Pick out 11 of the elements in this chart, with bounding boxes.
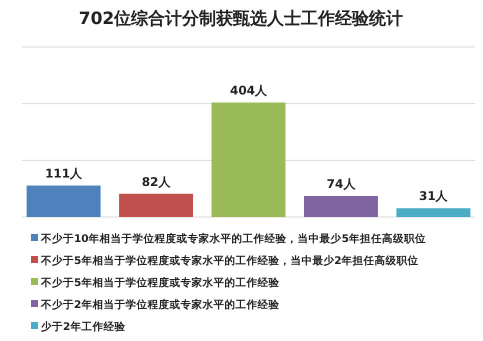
data-label: 82人: [142, 174, 172, 189]
chart-title: 702位综合计分制获甄选人士工作经验统计: [78, 9, 404, 29]
legend-label: 少于2年工作经验: [41, 320, 126, 333]
data-label: 111人: [45, 166, 84, 181]
legend-label: 不少于2年相当于学位程度或专家水平的工作经验: [40, 298, 280, 311]
data-label: 31人: [419, 189, 449, 204]
data-label: 74人: [326, 177, 356, 192]
legend-label: 不少于5年相当于学位程度或专家水平的工作经验: [40, 276, 280, 289]
legend-label: 不少于5年相当于学位程度或专家水平的工作经验，当中最少2年担任高级职位: [40, 254, 419, 267]
legend-label: 不少于10年相当于学位程度或专家水平的工作经验，当中最少5年担任高级职位: [40, 232, 426, 245]
data-label: 404人: [230, 84, 268, 98]
